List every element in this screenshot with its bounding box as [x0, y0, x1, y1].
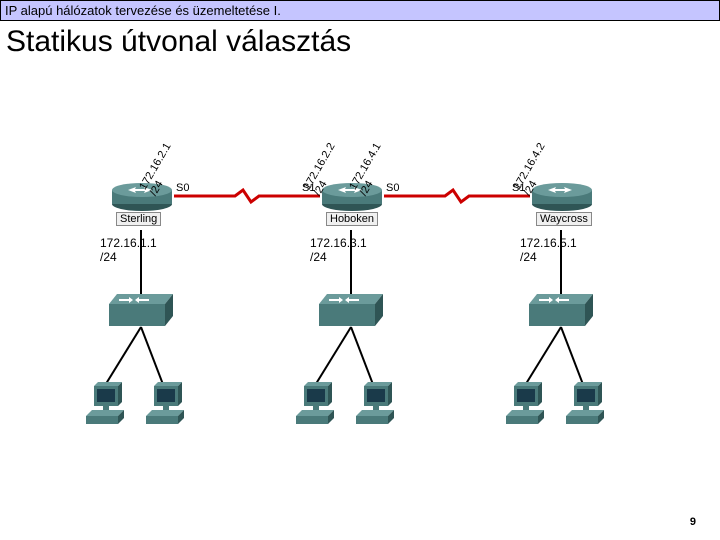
lan-link [560, 230, 562, 298]
router-lan-ip: 172.16.3.1/24 [310, 236, 367, 264]
lan-link [313, 326, 352, 387]
serial-iface-label: S1 [302, 182, 315, 194]
lan-link [103, 326, 142, 387]
lan-link [140, 230, 142, 298]
slide-header: IP alapú hálózatok tervezése és üzemelte… [0, 0, 720, 21]
pc-icon [350, 380, 398, 428]
pc-icon [290, 380, 338, 428]
page-number: 9 [690, 516, 696, 528]
lan-link [350, 327, 375, 388]
pc-icon [500, 380, 548, 428]
pc-icon [140, 380, 188, 428]
switch-icon [315, 290, 387, 330]
router-name-label: Sterling [116, 212, 161, 226]
router-name-label: Waycross [536, 212, 592, 226]
lan-link [523, 326, 562, 387]
slide-title: Statikus útvonal választás [0, 21, 720, 63]
pc-icon [80, 380, 128, 428]
router-lan-ip: 172.16.5.1/24 [520, 236, 577, 264]
router-name-label: Hoboken [326, 212, 378, 226]
router-lan-ip: 172.16.1.1/24 [100, 236, 157, 264]
lan-link [140, 327, 165, 388]
switch-icon [105, 290, 177, 330]
switch-icon [525, 290, 597, 330]
lan-link [560, 327, 585, 388]
serial-link [384, 188, 530, 209]
pc-icon [560, 380, 608, 428]
serial-iface-label: S1 [512, 182, 525, 194]
network-diagram: Sterling172.16.1.1/24172.16.2.1 /24S0 Ho… [40, 90, 680, 470]
serial-link [174, 188, 320, 209]
lan-link [350, 230, 352, 298]
